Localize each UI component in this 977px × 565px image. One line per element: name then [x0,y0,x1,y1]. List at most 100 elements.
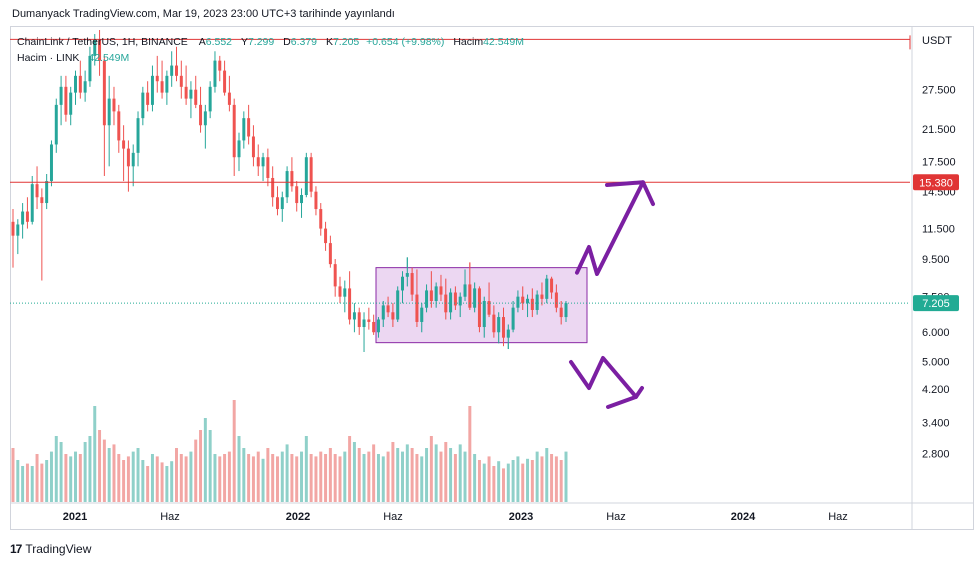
candle-body [98,40,102,61]
volume-bar [64,454,68,502]
volume-value: 42.549M [483,36,524,48]
candle-body [266,157,270,178]
volume-bar [482,463,486,502]
volume-bar [429,436,433,502]
price-tick-label: 6.000 [922,327,950,339]
candle-body [218,60,222,71]
candle-body [271,177,275,198]
candle-body [107,98,111,126]
volume-bar [367,451,371,502]
candle-body [30,184,34,222]
volume-bar [497,461,501,502]
volume-bar [227,451,231,502]
candle-body [300,194,304,204]
candle-body [453,292,457,306]
volume-bar [54,436,58,502]
change-value: +0.654 (+9.98%) [366,36,445,48]
time-tick-label: Haz [606,511,626,523]
candle-body [352,312,356,320]
candle-body [64,86,68,115]
footer: 17 TradingView [10,540,91,558]
candle-body [285,171,289,198]
candle-body [338,286,342,297]
volume-bar [256,451,260,502]
candle-body [492,314,496,333]
candle-body [362,319,366,328]
volume-bar [35,454,39,502]
ohlc-legend: ChainLink / TetherUS, 1H, BINANCE A6.552… [17,36,524,48]
candle-body [184,86,188,99]
volume-bar [554,456,558,502]
volume-bar [175,448,178,502]
candle-body [175,65,178,76]
candle-body [425,290,429,308]
volume-bar [290,454,294,502]
volume-bar [550,454,554,502]
projection-up-arrow [575,180,645,276]
volume-bar [300,451,304,502]
candle-body [170,65,174,76]
volume-series-label[interactable]: Hacim · LINK [17,52,80,64]
candle-body [391,312,395,320]
candle-body [290,171,294,187]
candle-body [554,292,558,308]
volume-bar [74,451,78,502]
volume-bar [338,456,342,502]
chart-frame[interactable] [10,26,974,530]
volume-bar [78,454,82,502]
open-value: 6.552 [205,36,233,48]
volume-bar [208,430,212,502]
price-tick-label: 11.500 [922,224,955,236]
candle-body [141,92,145,119]
volume-bar [516,456,520,502]
volume-bar [122,460,126,502]
time-tick-label: 2023 [509,511,533,523]
symbol-title[interactable]: ChainLink / TetherUS, 1H, BINANCE [17,36,188,48]
candle-body [401,276,404,291]
volume-bar [304,436,308,502]
volume-bar [165,466,169,502]
volume-bar [333,454,337,502]
volume-bar [271,454,275,502]
volume-bar [146,466,150,502]
tradingview-logo-icon[interactable]: 17 [10,542,22,556]
volume-bar [117,454,121,502]
candle-body [256,157,260,167]
candle-body [333,264,337,287]
volume-bar [45,460,49,502]
volume-bar [511,460,515,502]
volume-bar [540,456,544,502]
candle-body [405,273,409,277]
price-tick-label: 17.500 [922,157,956,169]
brand-name[interactable]: TradingView [25,542,92,556]
candle-body [386,305,390,313]
candle-body [372,321,376,333]
volume-bar [11,448,15,502]
volume-bar [30,466,34,502]
candle-body [487,300,491,315]
volume-bar [410,448,414,502]
volume-bar [213,454,217,502]
candle-body [564,303,568,318]
candle-body [420,307,424,322]
candle-body [126,148,130,167]
volume-bar [357,448,361,502]
volume-bar [319,451,323,502]
candle-body [439,286,443,295]
candle-body [165,75,169,93]
volume-bar [251,456,255,502]
candle-body [131,152,135,167]
volume-bar [439,451,443,502]
volume-bar [131,451,135,502]
volume-bar [309,454,313,502]
price-tick-label: 9.500 [922,254,950,266]
candle-body [348,288,352,320]
volume-bar [401,451,404,502]
candle-body [242,118,246,141]
candle-body [550,278,554,293]
volume-bar [223,454,227,502]
candle-body [497,317,501,333]
volume-bar [372,444,376,502]
volume-bar [420,456,424,502]
